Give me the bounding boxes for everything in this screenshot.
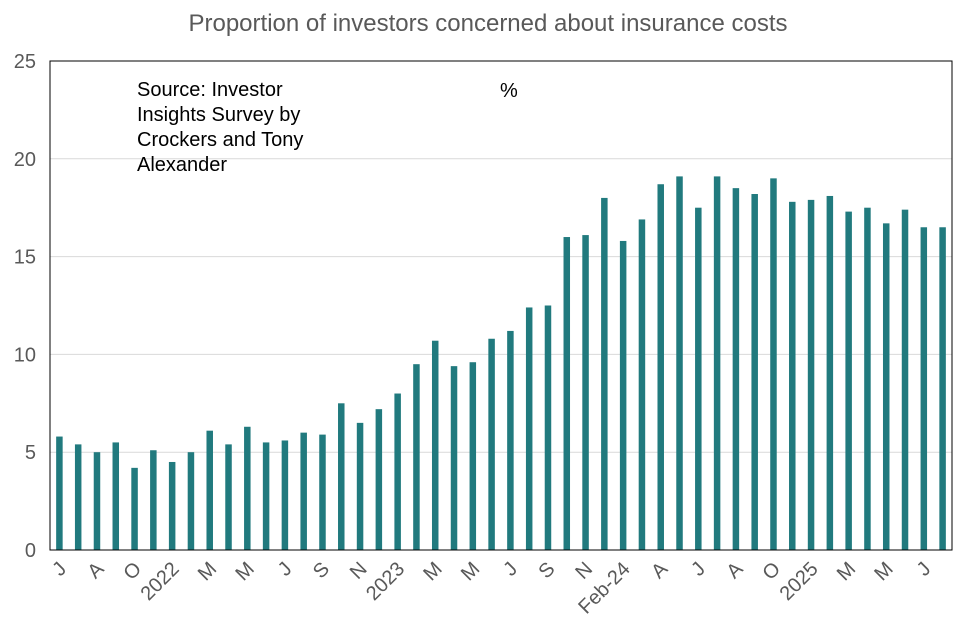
bar: [770, 178, 777, 551]
y-axis-ticks: 0 5 10 15 20 25: [14, 51, 36, 562]
x-tick-label: O: [120, 558, 147, 585]
y-tick-label: 20: [14, 149, 36, 171]
bar: [112, 442, 120, 550]
bar: [582, 235, 589, 550]
bar: [300, 432, 307, 550]
x-tick-label: N: [346, 558, 372, 584]
bar: [901, 209, 909, 550]
bar: [413, 364, 420, 550]
bar: [882, 223, 890, 550]
bar: [619, 240, 627, 550]
bar: [225, 444, 232, 550]
x-tick-label: J: [48, 558, 71, 581]
bar: [356, 422, 364, 550]
x-tick-label: 2023: [362, 558, 409, 605]
x-tick-label: M: [232, 558, 259, 585]
x-tick-label: A: [84, 558, 109, 583]
bar: [375, 409, 383, 550]
bar: [187, 452, 195, 550]
bar: [431, 340, 439, 550]
bar: [338, 403, 345, 550]
x-tick-label: O: [758, 558, 785, 585]
bar: [920, 227, 928, 550]
y-tick-label: 10: [14, 344, 36, 366]
bar: [807, 199, 815, 550]
chart-title: Proportion of investors concerned about …: [188, 10, 788, 37]
bars: [56, 176, 946, 551]
bar: [244, 426, 251, 550]
unit-label: %: [500, 80, 518, 102]
bar: [319, 434, 326, 550]
bar: [544, 305, 552, 550]
x-tick-label: J: [274, 558, 297, 581]
bar: [168, 461, 176, 550]
x-tick-label: M: [194, 558, 221, 585]
bar: [789, 201, 796, 550]
bar: [563, 237, 571, 551]
bar: [695, 207, 702, 550]
bar: [150, 450, 157, 550]
bar: [601, 197, 608, 551]
bar: [469, 362, 477, 550]
x-tick-label: A: [647, 558, 672, 583]
bar: [845, 211, 852, 551]
x-tick-label: S: [535, 558, 560, 583]
bar: [939, 227, 946, 550]
bar: [450, 366, 458, 550]
x-tick-label: M: [870, 558, 897, 585]
gridlines: [50, 158, 952, 453]
bar: [56, 436, 63, 550]
x-tick-label: J: [499, 558, 522, 581]
bar: [713, 176, 721, 550]
x-tick-label: N: [571, 558, 597, 584]
bar: [507, 330, 514, 550]
bar: [394, 393, 401, 550]
y-tick-label: 15: [14, 247, 36, 269]
bar: [826, 195, 834, 550]
bar: [488, 338, 495, 550]
y-tick-label: 5: [25, 442, 36, 464]
bar: [74, 444, 82, 550]
bar: [676, 176, 683, 550]
bar: [131, 467, 138, 550]
source-note: Source: Investor Insights Survey by Croc…: [137, 79, 304, 176]
bar: [281, 440, 289, 550]
x-tick-label: S: [309, 558, 334, 583]
y-tick-label: 25: [14, 51, 36, 73]
x-tick-label: A: [722, 558, 747, 583]
x-tick-label: J: [687, 558, 710, 581]
x-tick-label: J: [913, 558, 936, 581]
bar: [262, 442, 270, 550]
x-tick-label: M: [833, 558, 860, 585]
bar: [93, 452, 101, 550]
bar: [732, 188, 740, 550]
x-tick-label: M: [419, 558, 446, 585]
x-tick-label: 2025: [776, 558, 823, 605]
plot-frame: [49, 60, 953, 551]
bar: [638, 219, 646, 550]
bar: [751, 194, 758, 550]
bar: [657, 184, 664, 551]
bar: [525, 307, 533, 550]
x-tick-label: 2022: [137, 558, 184, 605]
y-tick-label: 0: [25, 540, 36, 562]
bar: [864, 207, 871, 550]
bar: [206, 430, 213, 550]
x-tick-label: M: [457, 558, 484, 585]
